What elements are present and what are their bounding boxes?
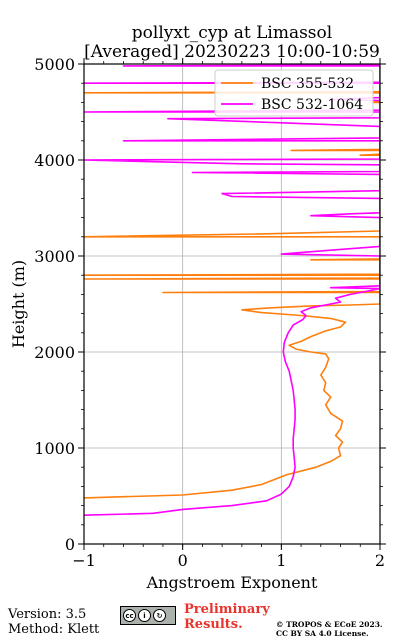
copyright-line2: CC BY SA 4.0 License. — [276, 629, 369, 638]
preliminary-line1: Preliminary — [184, 602, 270, 617]
version-label: Version: 3.5 — [8, 607, 87, 622]
plot-frame — [83, 63, 381, 545]
series-line-2 — [84, 64, 380, 516]
preliminary-notice: Preliminary Results. — [184, 602, 270, 632]
copyright-line1: © TROPOS & ECoE 2023. — [276, 620, 383, 629]
x-tick-label: 2 — [375, 551, 385, 570]
y-tick-label: 4000 — [34, 151, 75, 170]
x-axis-label: Angstroem Exponent — [146, 573, 318, 592]
x-tick-label: −1 — [72, 551, 96, 570]
chart-title-line1: pollyxt_cyp at Limassol — [131, 23, 333, 43]
cc-icon: cc — [123, 609, 136, 622]
y-tick-label: 3000 — [34, 247, 75, 266]
legend-label-2: BSC 532-1064 — [261, 97, 363, 113]
series-layer — [84, 64, 380, 516]
preliminary-line2: Results. — [184, 617, 243, 632]
y-tick-label: 2000 — [34, 343, 75, 362]
y-axis-label: Height (m) — [9, 260, 28, 348]
by-icon: i — [138, 609, 151, 622]
x-tick-label: 1 — [276, 551, 286, 570]
cc-by-sa-badge: cc i ↻ — [120, 606, 176, 625]
copyright-notice: © TROPOS & ECoE 2023. CC BY SA 4.0 Licen… — [276, 620, 383, 638]
method-label: Method: Klett — [8, 622, 100, 637]
legend-box — [214, 69, 374, 117]
y-tick-label: 0 — [65, 535, 75, 554]
sa-icon: ↻ — [153, 609, 166, 622]
chart-title-line2: [Averaged] 20230223 10:00-10:59 — [84, 42, 380, 62]
y-tick-label: 5000 — [34, 55, 75, 74]
series-line-1 — [84, 91, 380, 499]
x-tick-label: 0 — [178, 551, 188, 570]
legend: BSC 355-532 BSC 532-1064 — [214, 69, 374, 117]
legend-label-1: BSC 355-532 — [261, 76, 354, 92]
y-tick-label: 1000 — [34, 439, 75, 458]
grid-layer — [83, 63, 381, 545]
